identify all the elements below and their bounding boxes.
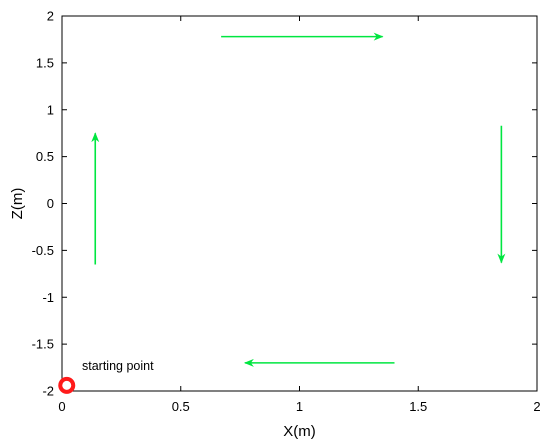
y-tick-label: -0.5 xyxy=(32,243,54,258)
starting-point-group: starting point xyxy=(58,359,154,394)
x-tick-label: 2 xyxy=(533,399,540,414)
x-axis-ticks: 0 0.5 1 1.5 2 xyxy=(58,16,541,414)
x-tick-label: 0.5 xyxy=(172,399,190,414)
plot-area-frame xyxy=(61,15,538,392)
y-axis-ticks: -2 -1.5 -1 -0.5 0 0.5 1 1.5 2 xyxy=(32,9,537,399)
x-axis-label: X(m) xyxy=(283,423,316,440)
x-tick-label: 0 xyxy=(58,399,65,414)
y-tick-label: 0 xyxy=(47,196,54,211)
x-tick-label: 1 xyxy=(296,399,303,414)
y-tick-label: 1.5 xyxy=(36,55,54,70)
y-tick-label: -1 xyxy=(42,290,54,305)
y-tick-label: -2 xyxy=(42,384,54,399)
starting-point-label: starting point xyxy=(82,359,154,373)
y-tick-label: 2 xyxy=(47,9,54,24)
x-tick-label: 1.5 xyxy=(409,399,427,414)
y-axis-label: Z(m) xyxy=(9,188,26,220)
direction-arrows xyxy=(91,32,506,367)
y-tick-label: 0.5 xyxy=(36,149,54,164)
y-tick-label: 1 xyxy=(47,102,54,117)
starting-point-marker xyxy=(58,376,76,394)
y-tick-label: -1.5 xyxy=(32,337,54,352)
